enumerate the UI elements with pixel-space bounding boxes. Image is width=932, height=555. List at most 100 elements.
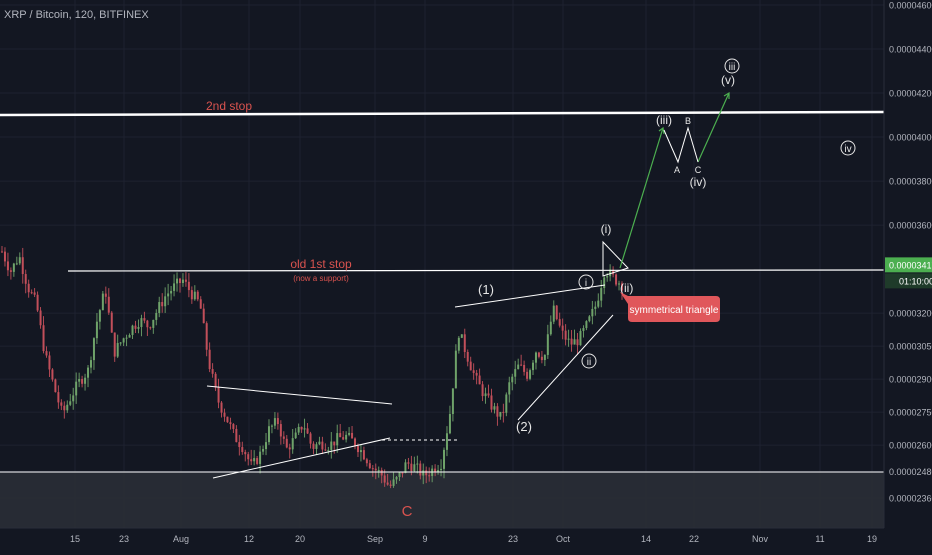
candle-body xyxy=(18,257,21,264)
candle-body xyxy=(196,291,199,300)
candle-body xyxy=(386,482,389,485)
wave-i-small-circle xyxy=(578,274,594,290)
candle-body xyxy=(392,479,395,486)
current-price-label: 0.00003417 xyxy=(889,260,932,270)
candle-body xyxy=(475,372,478,376)
candle-body xyxy=(451,388,454,415)
price-tick-label: 0.00002480 xyxy=(889,467,932,477)
candle-body xyxy=(612,269,615,275)
time-axis[interactable]: 15 23 Aug 12 20 Sep 9 23 Oct 14 22 Nov 11 19 xyxy=(0,527,884,550)
candle-body xyxy=(193,291,196,300)
candle-body xyxy=(297,426,300,433)
price-tick-label: 0.00003600 xyxy=(889,221,932,231)
time-tick-label: 11 xyxy=(815,534,824,544)
candle-body xyxy=(101,293,104,311)
candle-body xyxy=(149,327,152,329)
candle-body xyxy=(98,310,101,322)
candle-body xyxy=(241,447,244,453)
candle-body xyxy=(463,334,466,352)
candle-body xyxy=(282,436,285,439)
candle-body xyxy=(214,373,217,388)
wave-ii-small-circle xyxy=(581,353,597,369)
candle-body xyxy=(359,450,362,453)
candle-body xyxy=(72,395,75,402)
candle-body xyxy=(324,449,327,451)
now-support-label: (now a support) xyxy=(293,274,349,283)
candle-body xyxy=(564,330,567,340)
candle-body xyxy=(220,402,223,413)
projection-arrow-2 xyxy=(697,92,730,163)
candle-body xyxy=(321,441,324,450)
candle-body xyxy=(60,402,63,406)
candle-body xyxy=(256,458,259,464)
candle-body xyxy=(454,350,457,389)
countdown-badge xyxy=(885,273,932,289)
candle-body xyxy=(294,432,297,439)
candle-body xyxy=(362,450,365,460)
candle-body xyxy=(217,387,220,403)
candle-body xyxy=(279,424,282,437)
candle-body xyxy=(410,463,413,472)
wave-v-paren-label: (v) xyxy=(721,73,735,87)
candle-body xyxy=(339,433,342,438)
candle-body xyxy=(78,379,81,382)
candle-body xyxy=(573,339,576,345)
candle-body xyxy=(92,338,95,361)
candle-body xyxy=(63,405,66,411)
candle-body xyxy=(570,338,573,345)
candle-body xyxy=(89,360,92,368)
price-axis[interactable]: 0.00004600 0.00004400 0.00004200 0.00004000… xyxy=(883,0,932,550)
candle-body xyxy=(131,325,134,335)
support-zone xyxy=(0,472,884,528)
candle-body xyxy=(229,422,232,425)
wave-iii-circle-circle xyxy=(724,58,740,74)
candle-body xyxy=(247,454,250,460)
wave-c-small-label: C xyxy=(695,165,702,175)
wave-iii-paren-label: (iii) xyxy=(656,113,672,127)
candle-body xyxy=(532,362,535,371)
candle-body xyxy=(190,290,193,300)
candle-body xyxy=(383,475,386,483)
candle-body xyxy=(259,451,262,464)
price-tick-label: 0.00002900 xyxy=(889,375,932,385)
candle-body xyxy=(312,443,315,449)
candle-body xyxy=(170,290,173,294)
candle-body xyxy=(184,279,187,282)
candle-body xyxy=(75,381,78,396)
candle-body xyxy=(356,446,359,453)
second-stop-line xyxy=(0,110,885,117)
time-tick-label: 9 xyxy=(422,534,427,544)
channel-lower-line xyxy=(517,314,614,421)
candle-body xyxy=(493,406,496,410)
candle-body xyxy=(116,342,119,357)
candle-body xyxy=(24,274,27,284)
candle-body xyxy=(176,278,179,284)
candle-body xyxy=(54,379,57,393)
wave-i-small-label: i xyxy=(585,278,587,289)
wave-iii-circle-label: iii xyxy=(729,62,736,73)
callout-box xyxy=(620,292,720,322)
candle-body xyxy=(419,463,422,476)
candle-body xyxy=(434,468,437,473)
candle-body xyxy=(1,251,3,253)
candle-body xyxy=(288,447,291,450)
candle-body xyxy=(585,321,588,329)
candle-body xyxy=(306,428,309,434)
candle-body xyxy=(161,302,164,307)
candle-body xyxy=(330,441,333,450)
candle-body xyxy=(235,428,238,443)
candle-body xyxy=(487,393,490,396)
candle-body xyxy=(422,470,425,476)
candle-body xyxy=(440,468,443,471)
candle-body xyxy=(621,283,623,291)
symmetrical-triangle-shape xyxy=(602,240,629,277)
price-tick-label: 0.00002750 xyxy=(889,408,932,418)
candle-body xyxy=(348,432,351,435)
candle-body xyxy=(107,296,110,313)
time-tick-label: 22 xyxy=(689,534,699,544)
candle-body xyxy=(511,376,514,383)
candle-body xyxy=(113,332,116,357)
candle-body xyxy=(416,463,419,465)
